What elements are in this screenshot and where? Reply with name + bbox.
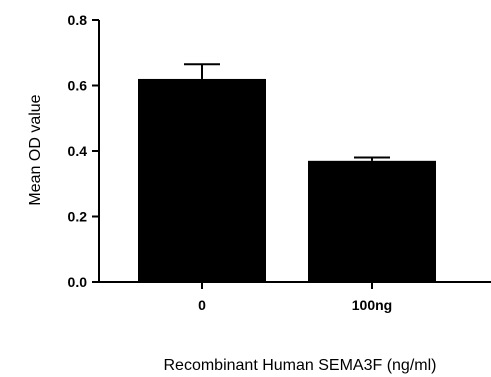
y-tick-label-4: 0.8 xyxy=(68,12,88,28)
y-tick-label-2: 0.4 xyxy=(68,143,88,159)
x-axis-title: Recombinant Human SEMA3F (ng/ml) xyxy=(164,357,437,374)
y-axis-title: Mean OD value xyxy=(27,94,44,205)
bar-0 xyxy=(138,78,266,282)
bar-1 xyxy=(308,160,436,282)
y-tick-label-1: 0.2 xyxy=(68,209,88,225)
y-tick-label-0: 0.0 xyxy=(68,274,88,290)
plot-area: 0.0 0.2 0.4 0.6 0.8 0 100ng xyxy=(68,12,491,313)
x-tick-label-1: 100ng xyxy=(352,297,392,313)
x-tick-label-0: 0 xyxy=(198,297,206,313)
y-tick-label-3: 0.6 xyxy=(68,78,88,94)
